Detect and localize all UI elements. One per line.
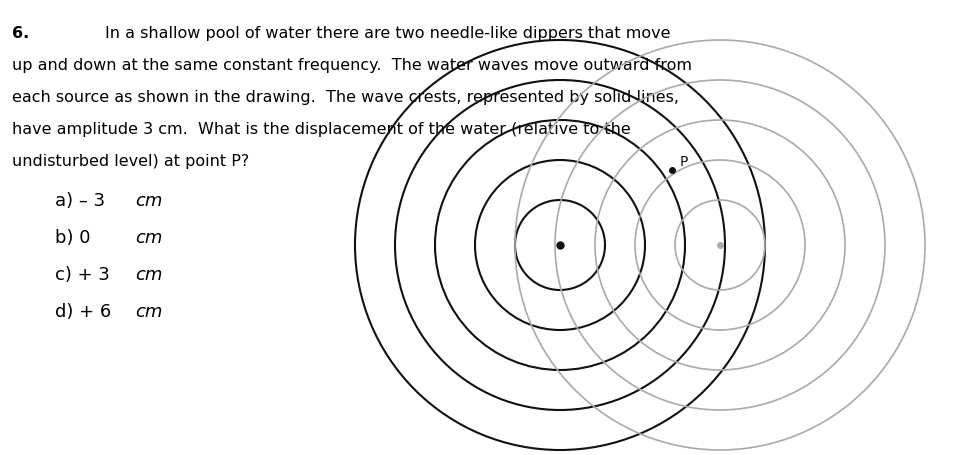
Text: cm: cm xyxy=(135,302,162,320)
Text: a) – 3: a) – 3 xyxy=(55,192,111,210)
Text: P: P xyxy=(680,155,689,169)
Text: cm: cm xyxy=(135,228,162,247)
Text: each source as shown in the drawing.  The wave crests, represented by solid line: each source as shown in the drawing. The… xyxy=(12,90,679,105)
Text: In a shallow pool of water there are two needle-like dippers that move: In a shallow pool of water there are two… xyxy=(105,26,670,41)
Text: d) + 6: d) + 6 xyxy=(55,302,117,320)
Text: cm: cm xyxy=(135,192,162,210)
Text: b) 0: b) 0 xyxy=(55,228,96,247)
Text: c) + 3: c) + 3 xyxy=(55,265,116,283)
Text: have amplitude 3 cm.  What is the displacement of the water (relative to the: have amplitude 3 cm. What is the displac… xyxy=(12,122,630,136)
Text: 6.: 6. xyxy=(12,26,30,41)
Text: undisturbed level) at point P?: undisturbed level) at point P? xyxy=(12,154,249,169)
Text: cm: cm xyxy=(135,265,162,283)
Text: up and down at the same constant frequency.  The water waves move outward from: up and down at the same constant frequen… xyxy=(12,58,692,73)
